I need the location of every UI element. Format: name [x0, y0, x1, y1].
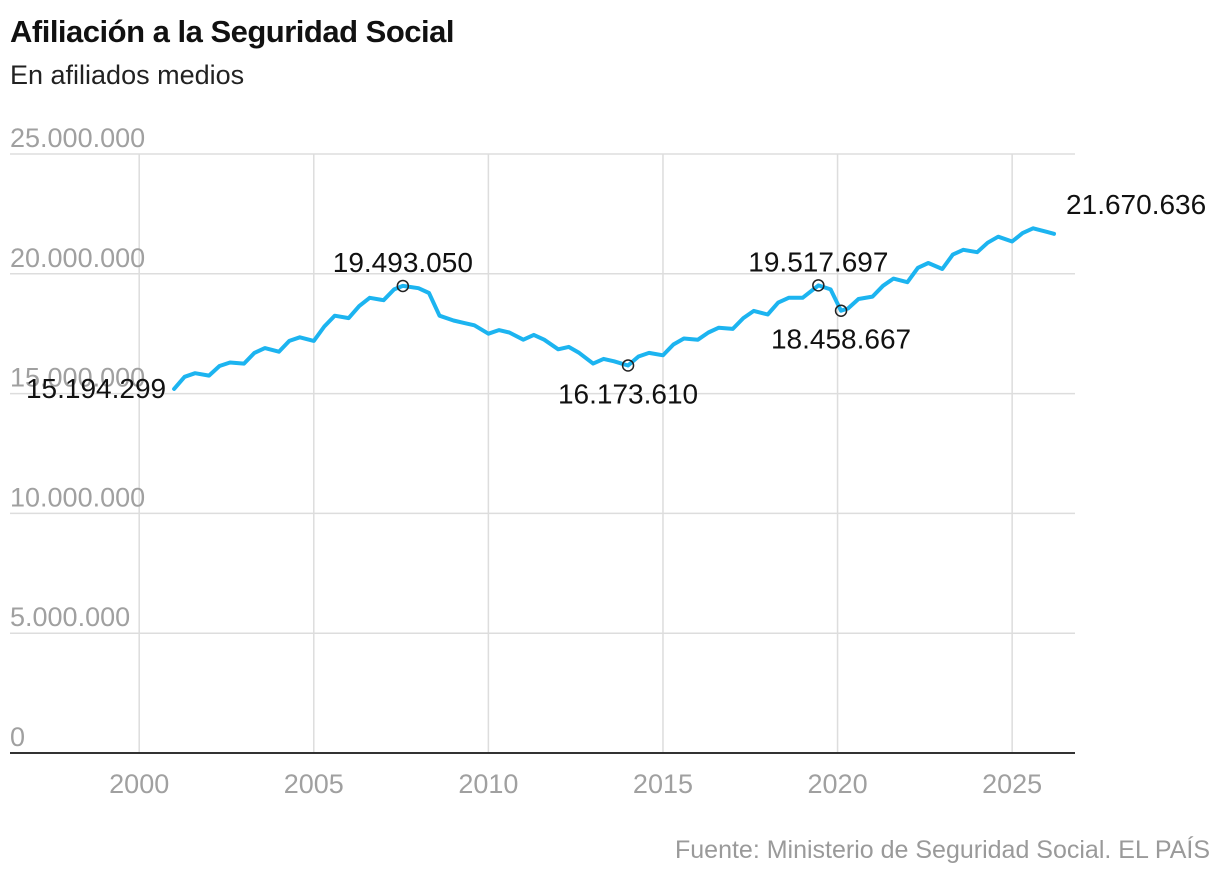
series-line	[172, 226, 1056, 391]
annotation-marker	[812, 279, 825, 292]
x-tick-label: 2015	[633, 769, 693, 799]
annotation-label: 21.670.636	[1066, 189, 1206, 220]
chart-title: Afiliación a la Seguridad Social	[10, 14, 454, 49]
y-tick-label: 10.000.000	[10, 482, 145, 512]
y-tick-label: 5.000.000	[10, 602, 130, 632]
source-note: Fuente: Ministerio de Seguridad Social. …	[674, 836, 1210, 864]
annotation-marker	[621, 359, 635, 372]
annotation-marker	[396, 279, 410, 293]
annotation-label: 19.493.050	[333, 247, 473, 278]
x-axis-tick-labels: 2000 2005 2010 2015 2020 2025	[109, 769, 1042, 799]
annotation-label: 16.173.610	[558, 378, 698, 409]
x-tick-label: 2025	[982, 769, 1042, 799]
annotation-marker	[834, 304, 848, 317]
annotation-label: 19.517.697	[748, 246, 888, 277]
y-tick-label: 20.000.000	[10, 243, 145, 273]
x-tick-label: 2005	[284, 769, 344, 799]
annotation-label: 18.458.667	[771, 324, 911, 355]
chart-subtitle: En afiliados medios	[10, 60, 245, 90]
x-tick-label: 2000	[109, 769, 169, 799]
annotations: 15.194.299 19.493.050 16.173.610 19.517.697…	[26, 189, 1206, 410]
y-axis-tick-labels: 0 5.000.000 10.000.000 15.000.000 20.000.000…	[10, 123, 145, 752]
series	[172, 226, 1056, 391]
y-tick-label: 0	[10, 722, 25, 752]
x-tick-label: 2020	[808, 769, 868, 799]
y-tick-label: 25.000.000	[10, 123, 145, 153]
gridlines	[10, 153, 1075, 753]
y-tick-label: 15.000.000	[10, 363, 145, 393]
annotation-label: 15.194.299	[26, 373, 166, 404]
x-tick-label: 2010	[458, 769, 518, 799]
